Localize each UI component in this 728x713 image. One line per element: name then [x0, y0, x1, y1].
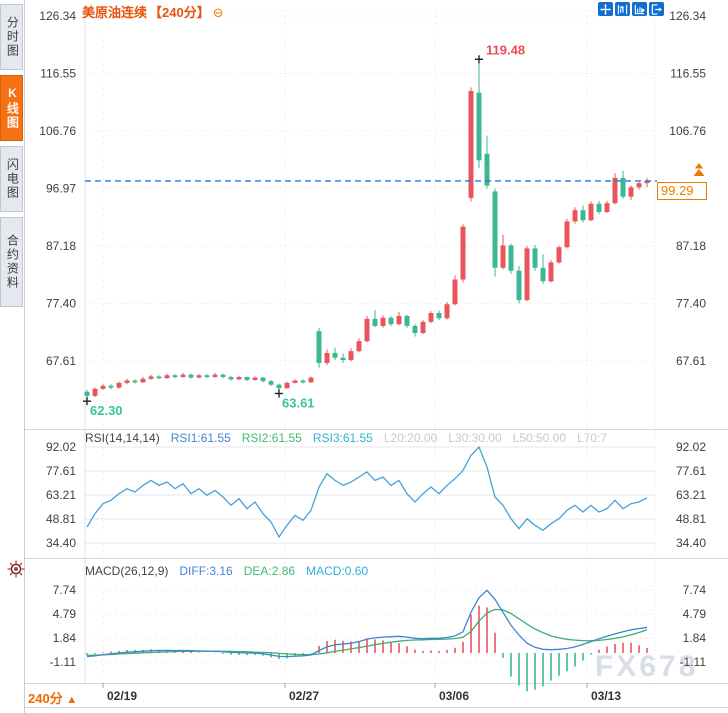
- macd-legend-item-3: DEA:2.86: [243, 564, 296, 578]
- macd-legend: MACD(26,12,9) DIFF:3.16 DEA:2.86 MACD:0.60: [85, 564, 379, 578]
- chart-header: 美原油连续 【240分】 ⊖: [82, 2, 224, 21]
- svg-text:87.18: 87.18: [676, 239, 706, 253]
- current-price-label: 99.29: [657, 181, 707, 200]
- svg-text:1.84: 1.84: [53, 631, 77, 645]
- svg-text:119.48: 119.48: [486, 42, 525, 57]
- watermark: FX678: [595, 650, 699, 683]
- instrument-title: 美原油连续: [82, 5, 148, 20]
- rsi-line: [86, 445, 648, 539]
- timeframe-badge: 【240分】: [149, 5, 210, 20]
- svg-text:34.40: 34.40: [46, 536, 76, 550]
- macd-legend-item-2: DIFF:3.16: [179, 564, 233, 578]
- svg-text:62.30: 62.30: [90, 403, 123, 418]
- rsi-legend: RSI(14,14,14) RSI1:61.55 RSI2:61.55 RSI3:61…: [85, 431, 618, 445]
- zoom-range-left-icon[interactable]: [615, 2, 630, 16]
- svg-text:1.84: 1.84: [683, 631, 707, 645]
- svg-text:7.74: 7.74: [683, 583, 707, 597]
- svg-text:92.02: 92.02: [46, 440, 76, 454]
- svg-text:-1.11: -1.11: [50, 655, 77, 669]
- svg-text:126.34: 126.34: [669, 9, 706, 23]
- svg-text:116.55: 116.55: [40, 67, 76, 81]
- settings-icon[interactable]: [6, 559, 26, 579]
- sidebar-tab-2[interactable]: K线图: [0, 75, 23, 141]
- svg-text:34.40: 34.40: [676, 536, 706, 550]
- rsi-legend-item-8: L70:7: [577, 431, 608, 445]
- svg-text:48.81: 48.81: [676, 512, 706, 526]
- exit-fullscreen-icon[interactable]: [649, 2, 664, 16]
- rsi-legend-item-1: RSI(14,14,14): [85, 431, 160, 445]
- svg-text:4.79: 4.79: [683, 607, 707, 621]
- svg-text:63.21: 63.21: [46, 488, 76, 502]
- svg-text:48.81: 48.81: [46, 512, 76, 526]
- macd-diff-line: [86, 589, 648, 658]
- rsi-legend-item-4: RSI3:61.55: [312, 431, 373, 445]
- timeframe-selector[interactable]: 240分 ▲: [28, 688, 77, 707]
- svg-text:87.18: 87.18: [46, 239, 76, 253]
- svg-text:02/27: 02/27: [289, 689, 319, 703]
- timeframe-up-arrow-icon: ▲: [66, 694, 78, 706]
- svg-text:67.61: 67.61: [676, 354, 706, 368]
- rsi-legend-item-3: RSI2:61.55: [241, 431, 302, 445]
- rsi-legend-item-6: L30:30.00: [448, 431, 502, 445]
- svg-text:67.61: 67.61: [46, 354, 76, 368]
- zoom-range-right-icon[interactable]: [632, 2, 647, 16]
- svg-text:63.21: 63.21: [676, 488, 706, 502]
- svg-text:77.61: 77.61: [676, 464, 706, 478]
- svg-text:02/19: 02/19: [107, 689, 137, 703]
- price-annotations: 119.48 62.30 63.61: [83, 42, 525, 418]
- svg-text:106.76: 106.76: [39, 124, 76, 138]
- sidebar-tab-1[interactable]: 分时图: [0, 4, 23, 70]
- svg-text:106.76: 106.76: [669, 124, 706, 138]
- rsi-legend-item-5: L20:20.00: [383, 431, 438, 445]
- macd-dea-line: [86, 608, 648, 657]
- svg-text:7.74: 7.74: [53, 583, 77, 597]
- gridlines: [25, 10, 728, 708]
- sidebar-tab-3[interactable]: 闪电图: [0, 146, 23, 212]
- svg-text:4.79: 4.79: [53, 607, 77, 621]
- rsi-legend-item-2: RSI1:61.55: [170, 431, 231, 445]
- sidebar-tab-4[interactable]: 合约资料: [0, 217, 23, 307]
- macd-legend-item-1: MACD(26,12,9): [85, 564, 169, 578]
- axis-labels: 126.34 126.34 116.55 116.55 106.76 106.76 96.9…: [39, 9, 706, 703]
- collapse-icon[interactable]: ⊖: [212, 5, 224, 20]
- svg-text:116.55: 116.55: [670, 67, 706, 81]
- macd-legend-item-4: MACD:0.60: [306, 564, 369, 578]
- candlestick-layer: [84, 62, 650, 399]
- price-alert-arrow-icon: [693, 163, 705, 176]
- move-crosshair-icon[interactable]: [598, 2, 613, 16]
- svg-text:-1.11: -1.11: [680, 655, 707, 669]
- svg-text:03/06: 03/06: [439, 689, 469, 703]
- sidebar: 分时图 K线图闪电图合约资料: [0, 0, 25, 713]
- timeframe-label: 240分: [28, 691, 63, 706]
- svg-text:96.97: 96.97: [46, 182, 76, 196]
- rsi-legend-item-7: L50:50.00: [512, 431, 567, 445]
- svg-text:126.34: 126.34: [39, 9, 76, 23]
- svg-text:92.02: 92.02: [676, 440, 706, 454]
- svg-text:77.40: 77.40: [676, 296, 706, 310]
- svg-text:03/13: 03/13: [591, 689, 621, 703]
- svg-text:63.61: 63.61: [282, 395, 315, 410]
- svg-text:77.40: 77.40: [46, 296, 76, 310]
- plot-layers: 119.48 62.30 63.61: [83, 42, 705, 692]
- svg-text:77.61: 77.61: [46, 464, 76, 478]
